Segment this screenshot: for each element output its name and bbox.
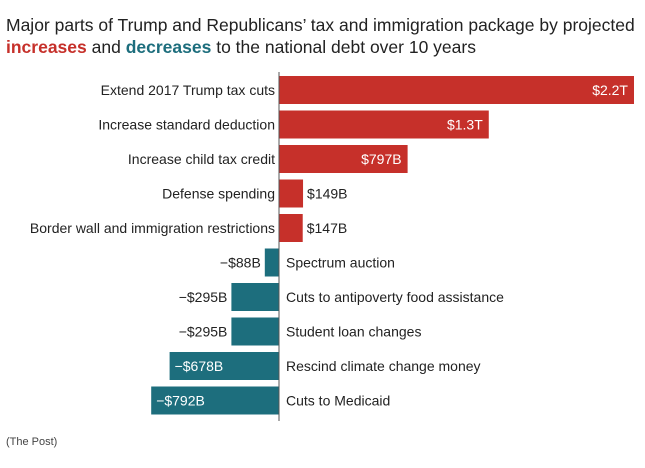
title-line-1: Major parts of Trump and Republicans’ ta…: [6, 15, 635, 35]
category-label-3: Defense spending: [162, 186, 275, 202]
category-label-6: Cuts to antipoverty food assistance: [286, 289, 504, 305]
title-line-2-rest: to the national debt over 10 years: [211, 37, 476, 57]
category-label-9: Cuts to Medicaid: [286, 393, 390, 409]
value-label-7: −$295B: [179, 324, 228, 340]
bar-5: [264, 248, 279, 277]
title-increases-word: increases: [6, 37, 87, 57]
title-and-word: and: [86, 37, 126, 57]
value-label-9: −$792B: [156, 393, 205, 409]
bar-0: [279, 76, 634, 104]
value-label-5: −$88B: [220, 255, 261, 271]
chart-title: Major parts of Trump and Republicans’ ta…: [6, 14, 636, 58]
category-label-0: Extend 2017 Trump tax cuts: [101, 82, 275, 98]
category-label-1: Increase standard deduction: [98, 117, 275, 133]
bar-3: [279, 179, 304, 208]
category-label-4: Border wall and immigration restrictions: [30, 220, 275, 236]
title-line-2: increases and decreases to the national …: [6, 36, 636, 58]
title-decreases-word: decreases: [125, 37, 212, 57]
value-label-0: $2.2T: [592, 82, 628, 98]
bar-1: [279, 110, 489, 139]
category-label-7: Student loan changes: [286, 324, 421, 340]
bar-4: [279, 214, 303, 242]
category-label-5: Spectrum auction: [286, 255, 395, 271]
category-label-2: Increase child tax credit: [128, 151, 275, 167]
bar-7: [231, 317, 279, 346]
source-note: (The Post): [6, 436, 58, 448]
bar-chart: Extend 2017 Trump tax cuts $2.2T Increase …: [30, 72, 634, 421]
value-label-3: $149B: [307, 186, 347, 202]
category-label-8: Rescind climate change money: [286, 358, 481, 374]
value-label-2: $797B: [361, 151, 401, 167]
bar-9: [151, 386, 279, 415]
value-label-8: −$678B: [175, 358, 224, 374]
bar-8: [169, 352, 279, 380]
bar-6: [231, 283, 279, 311]
value-label-6: −$295B: [179, 289, 228, 305]
value-label-4: $147B: [307, 220, 347, 236]
value-label-1: $1.3T: [447, 117, 483, 133]
bar-2: [279, 145, 408, 173]
